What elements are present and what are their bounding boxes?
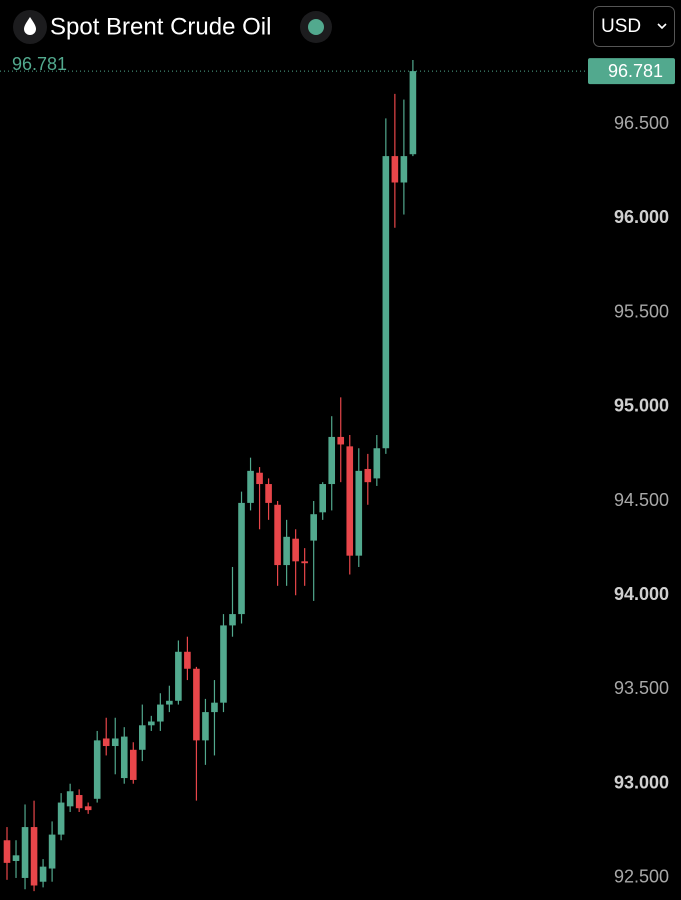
y-tick-label: 95.500 bbox=[614, 301, 669, 321]
y-tick-label: 96.500 bbox=[614, 113, 669, 133]
status-dot bbox=[308, 19, 324, 35]
candle-body bbox=[39, 866, 47, 882]
candle-body bbox=[265, 484, 272, 503]
candle-body bbox=[274, 504, 281, 566]
candle-body bbox=[247, 470, 254, 503]
y-tick-label: 95.000 bbox=[614, 396, 669, 416]
candle-body bbox=[157, 704, 164, 722]
candle-body bbox=[400, 156, 408, 183]
candle-body bbox=[175, 651, 182, 701]
candle-body bbox=[148, 721, 155, 726]
candle-body bbox=[211, 702, 218, 713]
candle-body bbox=[238, 502, 245, 615]
candle-body bbox=[373, 448, 381, 479]
candle-body bbox=[166, 700, 173, 705]
candle-body bbox=[129, 749, 137, 780]
currency-label[interactable]: USD bbox=[601, 16, 641, 37]
last-price-text: 96.781 bbox=[12, 54, 67, 74]
currency-select[interactable] bbox=[593, 6, 675, 47]
candle-body bbox=[202, 712, 209, 741]
candle-body bbox=[66, 791, 74, 807]
y-tick-label: 93.500 bbox=[614, 678, 669, 698]
candle-body bbox=[355, 470, 363, 556]
y-tick-label: 96.000 bbox=[614, 207, 669, 227]
candle-body bbox=[391, 156, 399, 183]
candle-body bbox=[256, 472, 263, 485]
candle-body bbox=[193, 668, 200, 741]
candle-body bbox=[75, 795, 83, 809]
candle-body bbox=[57, 802, 65, 835]
candle-body bbox=[21, 827, 29, 878]
candle-body bbox=[184, 651, 191, 669]
chart-title: Spot Brent Crude Oil bbox=[50, 13, 271, 40]
candle-body bbox=[120, 736, 128, 779]
candle-body bbox=[30, 827, 38, 886]
candle-body bbox=[310, 514, 317, 541]
candle-body bbox=[93, 740, 101, 799]
candle-body bbox=[337, 436, 345, 445]
dropdown-arrow bbox=[657, 23, 667, 30]
candle-body bbox=[3, 840, 11, 863]
candle-body bbox=[283, 536, 290, 566]
candle-body bbox=[409, 71, 417, 155]
candle-body bbox=[319, 484, 326, 513]
candle-body bbox=[292, 538, 299, 562]
y-tick-label: 92.500 bbox=[614, 867, 669, 887]
candle-body bbox=[102, 738, 110, 747]
y-tick-label: 94.000 bbox=[614, 584, 669, 604]
candle-body bbox=[328, 436, 336, 485]
candle-body bbox=[229, 614, 236, 626]
candle-body bbox=[301, 561, 308, 564]
candle-body bbox=[12, 855, 20, 861]
candle-body bbox=[346, 446, 354, 556]
drop-icon bbox=[24, 17, 36, 35]
y-tick-label: 93.000 bbox=[614, 772, 669, 792]
y-tick-label: 94.500 bbox=[614, 490, 669, 510]
last-price-label: 96.781 bbox=[608, 61, 663, 81]
candle-body bbox=[48, 834, 56, 869]
candle-body bbox=[111, 738, 119, 747]
candle-body bbox=[139, 725, 146, 750]
candle-body bbox=[84, 806, 92, 811]
candle-body bbox=[382, 156, 390, 449]
candle-body bbox=[220, 625, 227, 703]
candle-body bbox=[364, 468, 372, 483]
last-price-badge bbox=[588, 58, 675, 85]
